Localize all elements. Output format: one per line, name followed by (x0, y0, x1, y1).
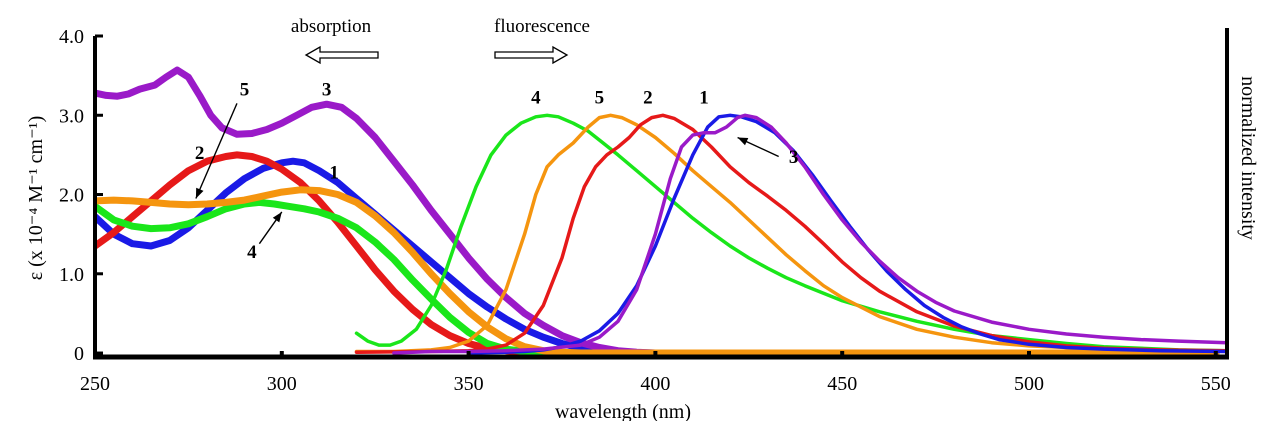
y-tick-label: 1.0 (59, 264, 84, 286)
pointer-arrowhead-icon (272, 212, 282, 223)
series-fluorescence-3-line (392, 113, 1229, 355)
x-tick-label: 250 (80, 373, 110, 395)
y-axis-label-right: normalized intensity (1237, 76, 1259, 240)
series-label: 5 (595, 87, 605, 108)
x-tick-label: 350 (454, 373, 484, 395)
fluorescence-annotation: fluorescence (494, 16, 590, 37)
x-tick-label: 300 (267, 373, 297, 395)
series-label: 5 (240, 79, 250, 100)
series-fluorescence-5-line (354, 113, 1229, 354)
x-tick-label: 500 (1014, 373, 1044, 395)
absorption-arrow-icon (304, 45, 379, 65)
series-label: 4 (247, 242, 257, 263)
absorption-annotation: absorption (291, 16, 372, 37)
x-axis-label: wavelength (nm) (555, 401, 691, 421)
series-label: 3 (789, 147, 799, 168)
fluorescence-arrow-icon (494, 45, 569, 65)
series-label: 3 (322, 79, 332, 100)
x-tick-label: 400 (640, 373, 670, 395)
series-layer (95, 66, 1229, 357)
y-tick-label: 0 (74, 343, 84, 365)
pointer-line (195, 103, 238, 199)
series-label: 1 (699, 87, 709, 108)
series-absorption-1-line (95, 157, 1220, 357)
series-fluorescence-4-line (354, 113, 1229, 353)
y-tick-label: 3.0 (59, 105, 84, 127)
y-axis-label-left: ε (x 10⁻⁴ M⁻¹ cm⁻¹) (25, 116, 47, 281)
series-absorption-5-line (95, 186, 1220, 357)
pointer-arrowhead-icon (737, 137, 749, 146)
x-tick-label: 550 (1201, 373, 1231, 395)
x-tick-label: 450 (827, 373, 857, 395)
series-label-layer: 1 2 3 5 4 4 5 2 1 3 (195, 79, 799, 262)
y-tick-label: 2.0 (59, 185, 84, 207)
y-tick-label: 4.0 (59, 26, 84, 48)
series-fluorescence-2-line (354, 113, 1229, 354)
tick-layer: 250 300 350 400 450 500 550 0 1.0 2.0 3.0 4.0 (59, 26, 1231, 395)
series-label: 4 (531, 87, 541, 108)
series-label: 2 (643, 87, 653, 108)
pointer-arrowhead-icon (195, 187, 204, 199)
series-absorption-3-line (95, 66, 1220, 357)
series-absorption-4-line (95, 198, 1220, 357)
series-label: 1 (329, 163, 339, 184)
series-fluorescence-1-line (466, 113, 1229, 355)
series-label: 2 (195, 143, 205, 164)
